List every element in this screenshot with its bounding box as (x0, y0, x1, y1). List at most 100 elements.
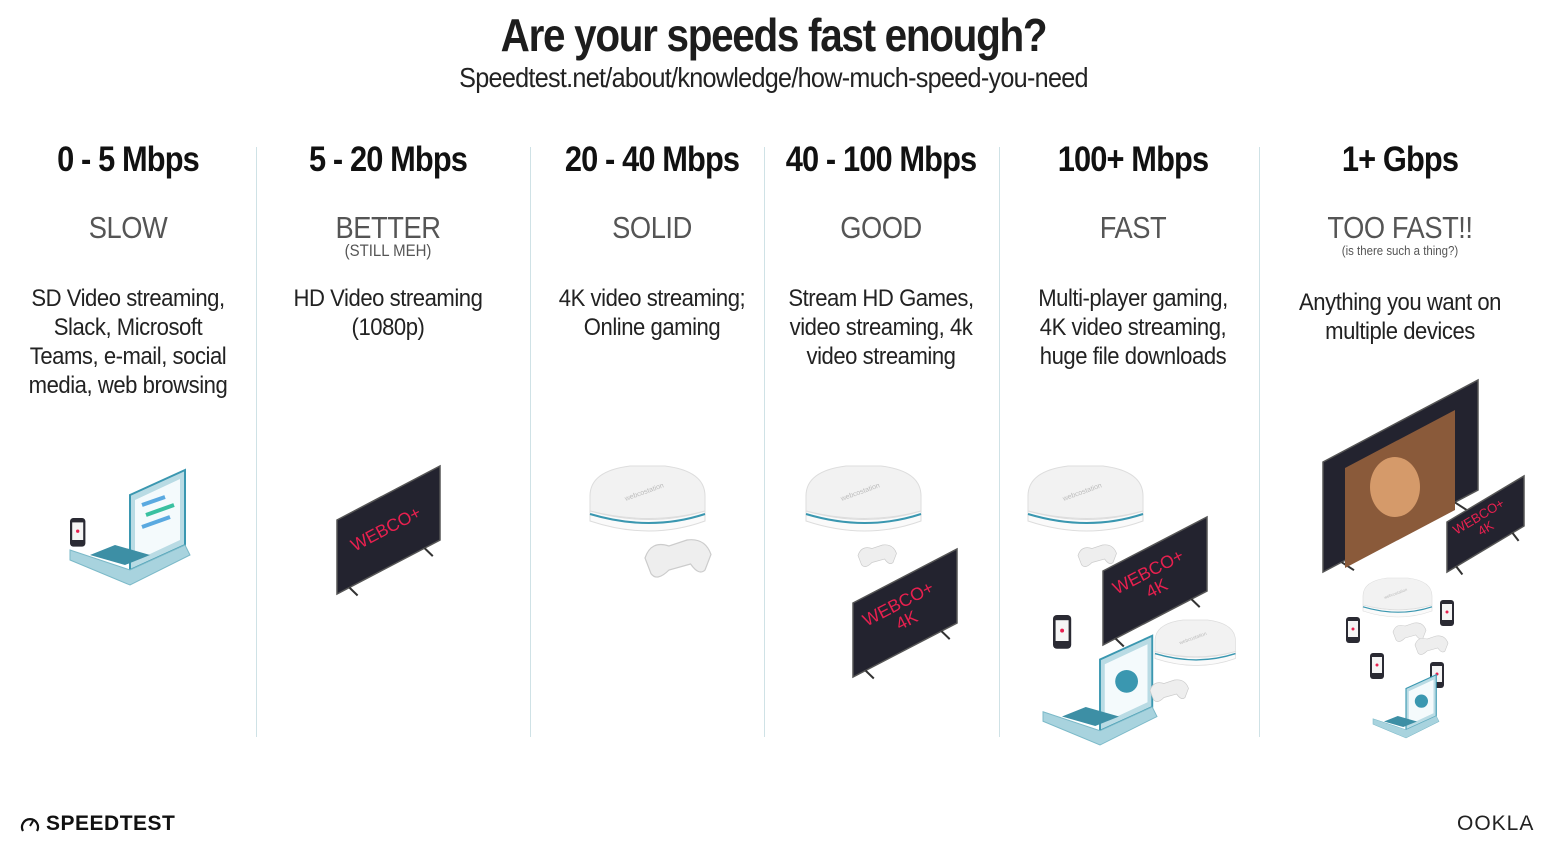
phone-icon (1430, 662, 1444, 688)
phone-screen (1442, 604, 1452, 620)
tier-label: SOLID (612, 210, 692, 245)
tv-text-line: WEBCO+ (1109, 545, 1187, 598)
console-base (589, 510, 706, 532)
tv-stand (1511, 532, 1520, 542)
laptop-screen-frame (129, 468, 186, 572)
tier-label: BETTER (335, 210, 441, 245)
controller-body (1392, 622, 1427, 642)
tv-brand-text: WEBCO+4K (1109, 545, 1195, 615)
controller-body (1077, 544, 1117, 567)
tv-stand (1190, 598, 1201, 608)
console-stripe (805, 513, 922, 524)
tier-sublabel: (is there such a thing?) (1341, 243, 1459, 258)
tv-screen (1322, 378, 1479, 574)
tv-icon: WEBCO+4K (1446, 474, 1525, 576)
game-console-icon: webcostation (1362, 577, 1433, 618)
phone-dot (1351, 627, 1355, 631)
phone-screen (1055, 620, 1069, 641)
tier-label: FAST (1099, 210, 1167, 245)
tier-description: SD Video streaming, Slack, Microsoft Tea… (28, 285, 228, 399)
speedometer-icon (20, 818, 40, 832)
tv-icon: WEBCO+ (336, 464, 441, 597)
phone-icon (70, 518, 86, 547)
console-body (589, 465, 706, 519)
tv-screen (852, 547, 958, 679)
cloud-transfer-icon (1414, 694, 1428, 708)
tv-stand (348, 586, 359, 597)
tier-description: Anything you want on multiple devices (1299, 289, 1501, 345)
tv-stand (1114, 637, 1125, 648)
laptop-screen (1408, 679, 1434, 725)
chat-line (141, 515, 171, 529)
tier-slow: 0 - 5 Mbps SLOW SD Video streaming, Slac… (8, 140, 248, 400)
astronaut-face (1370, 457, 1420, 517)
phone-icon (1370, 653, 1384, 679)
ookla-logo: OOKLA (1457, 812, 1535, 835)
console-brand-text: webcostation (623, 482, 665, 503)
column-divider (256, 147, 257, 737)
laptop-icon (1042, 634, 1158, 746)
laptop-base (69, 544, 191, 586)
console-brand-text: webcostation (1061, 482, 1103, 503)
tier-sublabel (784, 244, 978, 258)
tier-fast: 100+ Mbps FAST Multi-player gaming, 4K v… (1018, 140, 1248, 371)
tv-icon (1322, 378, 1479, 574)
game-console-icon: webcostation (805, 465, 922, 532)
phone-dot (1375, 663, 1379, 667)
tv-text-line: 4K (1142, 574, 1171, 602)
phone-body (1053, 615, 1072, 649)
tv-stand (423, 547, 434, 557)
tv-stand (940, 630, 951, 640)
laptop-icon (1372, 673, 1440, 739)
console-body (1154, 619, 1236, 658)
tv-text-line: WEBCO+ (347, 502, 424, 555)
console-stripe (1027, 513, 1144, 524)
phone-icon (1440, 600, 1454, 626)
phone-dot (76, 529, 80, 533)
console-body (1362, 577, 1433, 610)
tier-sublabel (1032, 244, 1234, 258)
tv-stand (1454, 501, 1468, 512)
tier-sublabel: (STILL MEH) (344, 241, 432, 260)
controller-body (857, 544, 897, 567)
tier-speed: 5 - 20 Mbps (308, 140, 468, 179)
tv-icon: WEBCO+4K (852, 547, 958, 680)
speedtest-wordmark: SPEEDTEST (46, 812, 176, 835)
phone-body (1346, 617, 1360, 643)
laptop-screen-frame (1405, 673, 1437, 731)
tv-brand-text: WEBCO+4K (1450, 495, 1514, 549)
console-base (1027, 510, 1144, 532)
tv-text-line: WEBCO+ (1450, 495, 1507, 537)
game-controller-icon (1149, 679, 1189, 702)
tier-speed: 0 - 5 Mbps (57, 140, 200, 179)
console-stripe (1154, 652, 1236, 661)
game-controller-icon (1392, 622, 1427, 642)
tv-screen (336, 464, 441, 596)
phone-dot (1060, 628, 1065, 633)
laptop-keyboard (1384, 716, 1417, 727)
chat-line (145, 503, 175, 517)
game-controller-icon (1414, 635, 1449, 655)
console-base (1154, 651, 1236, 666)
console-brand-text: webcostation (1383, 587, 1408, 600)
phone-dot (1445, 610, 1449, 614)
tier-too-fast: 1+ Gbps TOO FAST!! (is there such a thin… (1285, 140, 1515, 346)
game-console-icon: webcostation (1154, 619, 1236, 666)
console-base (1362, 604, 1433, 618)
tier-speed: 40 - 100 Mbps (785, 140, 977, 179)
phone-body (1430, 662, 1444, 688)
laptop-screen-frame (1099, 634, 1154, 733)
laptop-keyboard (1062, 707, 1119, 726)
phone-screen (1348, 621, 1358, 637)
tier-description: 4K video streaming; Online gaming (558, 285, 746, 341)
tv-brand-text: WEBCO+ (347, 502, 424, 555)
tier-label: TOO FAST!! (1327, 210, 1473, 245)
speedtest-logo: SPEEDTEST (20, 812, 175, 836)
tier-good: 40 - 100 Mbps GOOD Stream HD Games, vide… (771, 140, 991, 371)
laptop-screen (1104, 644, 1148, 723)
source-url: Speedtest.net/about/knowledge/how-much-s… (459, 62, 1088, 93)
game-console-icon: webcostation (589, 465, 706, 532)
game-controller-icon (857, 544, 897, 567)
console-stripe (589, 513, 706, 524)
